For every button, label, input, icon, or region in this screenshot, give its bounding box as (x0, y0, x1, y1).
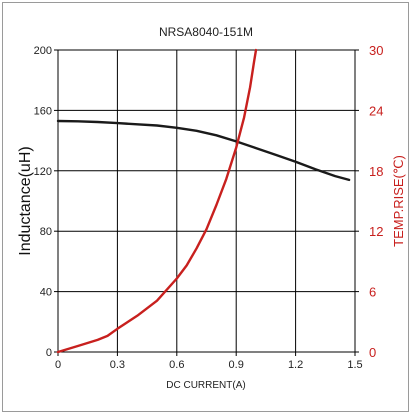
x-axis-label: DC CURRENT(A) (166, 380, 245, 391)
chart-title: NRSA8040-151M (159, 25, 253, 39)
y-left-tick-label: 200 (34, 45, 52, 57)
y-right-tick-label: 18 (369, 164, 383, 179)
x-tick-label: 1.2 (288, 359, 303, 371)
y-right-tick-label: 30 (369, 43, 383, 58)
x-tick-label: 0.3 (110, 359, 125, 371)
y-axis-left-label: Inductance(uH) (17, 146, 34, 255)
x-tick-label: 0 (55, 359, 61, 371)
plot-border (57, 49, 356, 353)
y-left-tick-label: 0 (46, 347, 52, 359)
inductance-line (56, 119, 351, 182)
y-left-tick-label: 80 (40, 226, 52, 238)
y-left-tick-label: 160 (34, 105, 52, 117)
x-tick-label: 1.5 (347, 359, 362, 371)
y-right-tick-label: 24 (369, 103, 383, 118)
y-left-tick-label: 120 (34, 166, 52, 178)
grid (54, 49, 359, 356)
y-right-tick-label: 6 (369, 285, 376, 300)
y-left-tick-label: 40 (40, 287, 52, 299)
y-right-tick-label: 0 (369, 345, 376, 360)
y-axis-right-label: TEMP.RISE(℃) (391, 155, 406, 247)
series-lines (56, 48, 351, 354)
y-right-tick-label: 12 (369, 224, 383, 239)
chart-frame: 0 0.3 0.6 0.9 1.2 1.5 0 0 40 6 80 12 120 18 160 24 200 30… (2, 2, 409, 412)
temp-rise-line (56, 48, 258, 354)
x-tick-label: 0.6 (169, 359, 184, 371)
x-tick-label: 0.9 (229, 359, 244, 371)
